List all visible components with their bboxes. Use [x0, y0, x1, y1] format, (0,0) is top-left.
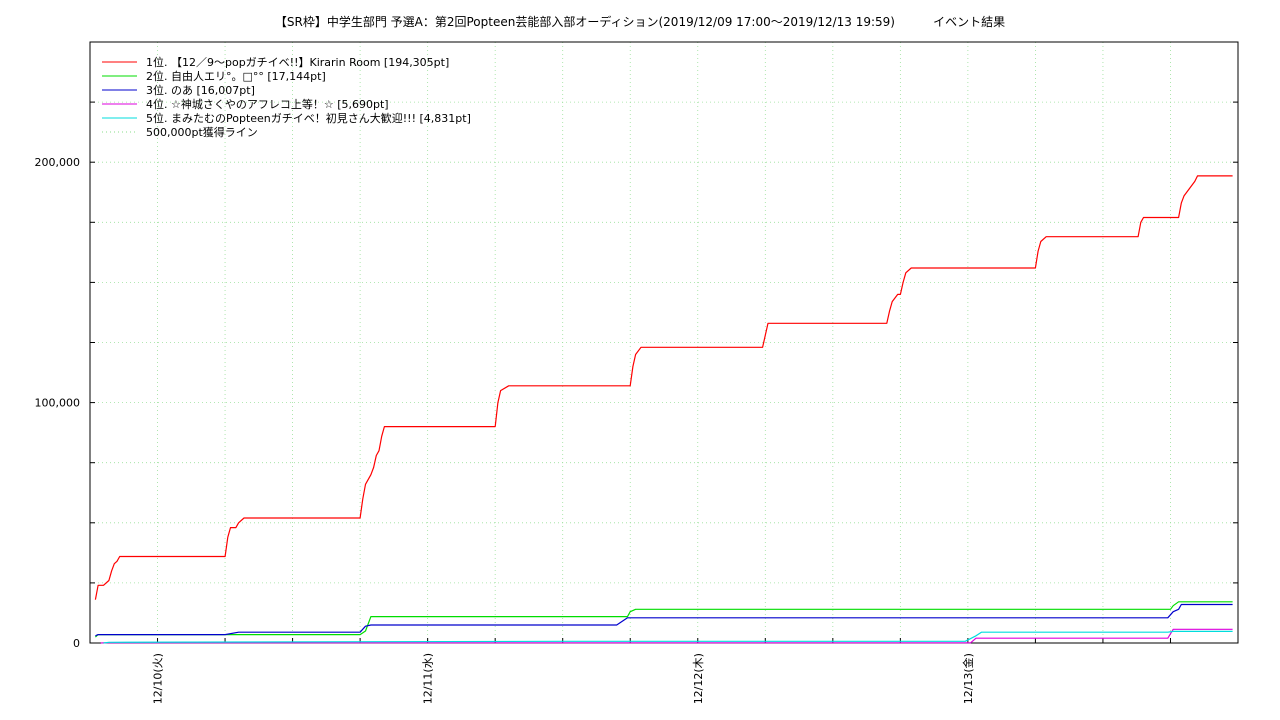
legend-label-4: 4位. ☆神城さくやのアフレコ上等！☆ [5,690pt] — [146, 97, 389, 111]
series-line-1 — [94, 175, 1233, 600]
legend-label-3: 3位. のあ [16,007pt] — [146, 83, 255, 97]
legend-label-1: 1位. 【12／9〜popガチイベ!!】Kirarin Room [194,30… — [146, 55, 449, 69]
grid — [90, 42, 1239, 643]
x-tick-label: 12/11(水) — [422, 653, 435, 704]
y-tick-label: 0 — [73, 637, 80, 650]
x-tick-label: 12/13(金) — [961, 653, 975, 704]
x-tick-label: 12/12(木) — [692, 653, 705, 704]
chart-title: 【SR枠】中学生部門 予選A：第2回Popteen芸能部入部オーディション(20… — [274, 15, 1006, 29]
legend-label-5: 5位. まみたむのPopteenガチイベ！初見さん大歓迎!!! [4,831pt… — [146, 111, 471, 125]
series-line-3 — [95, 603, 1233, 637]
series-line-5 — [103, 630, 1233, 644]
y-tick-label: 200,000 — [35, 156, 81, 169]
y-tick-label: 100,000 — [35, 397, 81, 410]
legend: 1位. 【12／9〜popガチイベ!!】Kirarin Room [194,30… — [102, 55, 471, 139]
x-tick-label: 12/10(火) — [152, 653, 165, 704]
legend-label-6: 500,000pt獲得ライン — [146, 126, 258, 139]
series-lines — [94, 175, 1233, 644]
legend-label-2: 2位. 自由人エリ°。□°° [17,144pt] — [146, 69, 326, 83]
axes: 0 100,000 200,000 12/10(火) 12/11(水) 12/12(木) 1… — [35, 101, 1239, 704]
